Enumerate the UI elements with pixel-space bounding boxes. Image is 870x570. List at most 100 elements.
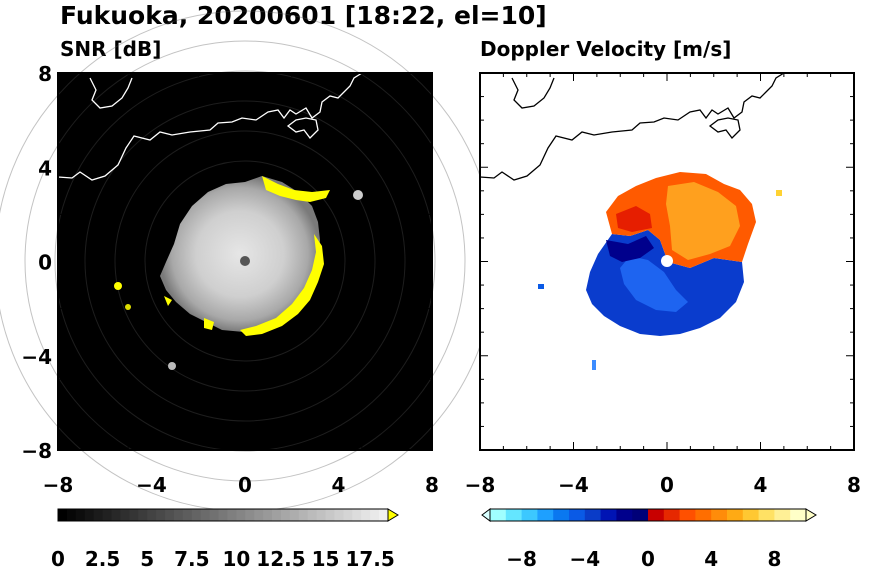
snr-colorbar-cell [200,509,211,521]
doppler-colorbar-cell [711,509,728,521]
doppler-colorbar-cell [632,509,649,521]
snr-colorbar-labels: 0 2.5 5 7.5 10 12.5 15 17.5 [51,547,395,570]
doppler-colorbar-cell [758,509,775,521]
doppler-coastline-north [511,77,555,109]
axes: −8 −4 0 4 8 8 4 0 −4 −8 −8 −4 0 4 8 [21,62,861,497]
snr-echo-patch [168,362,176,370]
snr-coastline-island [286,117,319,139]
snr-colorbar-label: 5 [140,547,154,570]
snr-y-tick-label: 0 [38,251,52,275]
snr-x-tick-label: −4 [136,473,167,497]
snr-colorbar-cell [58,509,68,521]
snr-colorbar-cell [218,509,228,521]
doppler-colorbar: −8 −4 0 4 8 [481,508,817,570]
snr-y-tick-label: 4 [38,156,52,180]
doppler-colorbar-cell [600,509,617,521]
snr-colorbar-cell [289,509,300,521]
snr-colorbar-label: 15 [312,547,340,570]
snr-colorbar-cell [182,509,193,521]
doppler-x-tick-label: −8 [465,473,496,497]
snr-colorbar: 0 2.5 5 7.5 10 12.5 15 17.5 [51,508,399,570]
snr-colorbar-cell [254,509,264,521]
snr-colorbar-cell [129,509,139,521]
snr-colorbar-cell [111,509,121,521]
snr-colorbar-cell [66,509,77,521]
snr-y-tick-label: 8 [38,62,52,86]
snr-colorbar-cell [316,509,327,521]
snr-colorbar-label: 12.5 [256,547,305,570]
snr-echo-patch [114,282,122,290]
snr-colorbar-cell [138,509,148,521]
doppler-echo-patch [538,284,544,289]
doppler-colorbar-cell [490,509,507,521]
snr-colorbar-extend-max [387,508,399,522]
doppler-x-tick-label: 0 [660,473,674,497]
snr-x-tick-label: 8 [425,473,439,497]
snr-strong-patch [164,296,214,330]
doppler-colorbar-label: −4 [569,547,600,570]
snr-colorbar-cell [147,509,157,521]
snr-colorbar-cell [263,509,273,521]
snr-colorbar-cell [191,509,202,521]
snr-colorbar-cell [352,509,362,521]
snr-colorbar-cell [120,509,130,521]
doppler-colorbar-label: −8 [506,547,537,570]
snr-y-tick-label: −8 [21,439,52,463]
snr-colorbar-cell [334,509,344,521]
doppler-colorbar-cell [727,509,744,521]
snr-radar-site [240,256,250,266]
snr-colorbar-cell [361,509,371,521]
doppler-colorbar-cell [569,509,586,521]
doppler-echo-patch [592,360,596,370]
doppler-colorbar-label: 0 [641,547,655,570]
doppler-colorbar-label: 8 [767,547,781,570]
snr-colorbar-cell [343,509,353,521]
snr-colorbar-cell [75,509,86,521]
doppler-x-tick-label: 8 [847,473,861,497]
doppler-colorbar-cell [679,509,696,521]
snr-coastline-north [89,77,133,109]
snr-panel-title: SNR [dB] [60,37,161,61]
doppler-coastline [479,72,785,181]
snr-colorbar-cell [227,509,237,521]
snr-colorbar-cell [165,509,175,521]
snr-echo-patch [125,304,131,310]
snr-colorbar-label: 7.5 [174,547,209,570]
snr-colorbar-cell [209,509,220,521]
doppler-colorbar-cell [648,509,665,521]
snr-colorbar-cell [325,509,335,521]
doppler-echo-patch [776,190,782,196]
snr-colorbar-cells [58,509,389,521]
snr-x-tick-label: −8 [43,473,74,497]
doppler-colorbar-cell [521,509,538,521]
doppler-colorbar-extend-max [805,508,817,522]
doppler-colorbar-label: 4 [704,547,718,570]
doppler-colorbar-cell [774,509,791,521]
figure-title: Fukuoka, 20200601 [18:22, el=10] [60,1,547,30]
doppler-positive-inner [616,206,652,232]
snr-x-tick-label: 4 [332,473,346,497]
doppler-colorbar-cell [505,509,523,521]
doppler-panel-title: Doppler Velocity [m/s] [480,37,731,61]
snr-colorbar-cell [156,509,166,521]
snr-colorbar-label: 2.5 [85,547,120,570]
doppler-colorbar-labels: −8 −4 0 4 8 [506,547,781,570]
snr-colorbar-cell [298,509,309,521]
snr-strong-band [262,176,330,202]
snr-colorbar-cell [272,509,282,521]
snr-colorbar-cell [245,509,255,521]
doppler-colorbar-extend-min [481,508,491,522]
doppler-positive-core [666,182,740,260]
snr-colorbar-cell [370,509,380,521]
doppler-colorbar-cell [695,509,712,521]
snr-colorbar-cell [84,509,95,521]
snr-colorbar-cell [173,509,184,521]
snr-colorbar-cell [307,509,318,521]
doppler-colorbar-cell [616,509,633,521]
doppler-colorbar-cell [537,509,554,521]
doppler-colorbar-cell [663,509,681,521]
snr-x-tick-label: 0 [238,473,252,497]
snr-colorbar-cell [236,509,246,521]
doppler-panel [479,72,855,451]
